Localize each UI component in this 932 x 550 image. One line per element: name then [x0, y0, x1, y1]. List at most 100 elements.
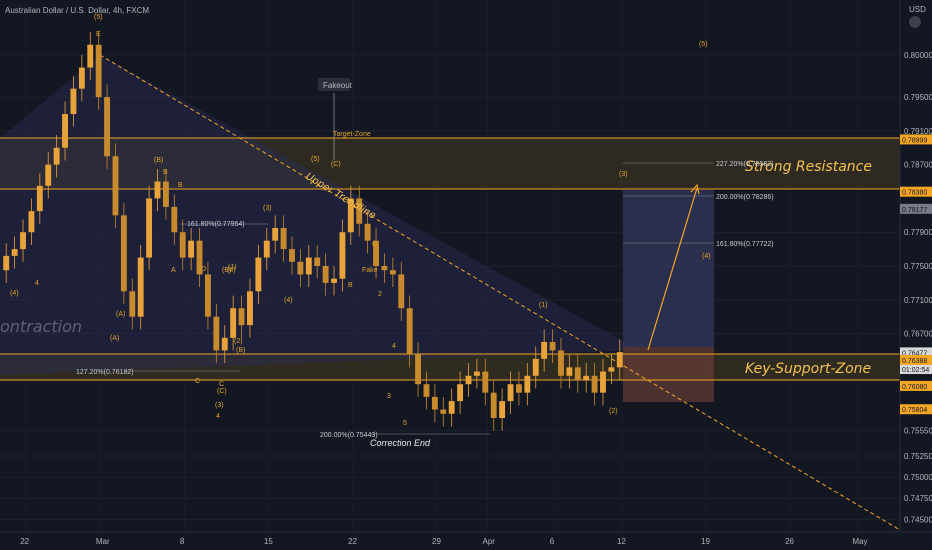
price-level-label: 01:02:54 — [902, 367, 929, 374]
wave-label: (2) — [609, 408, 618, 415]
price-level-label: 0.76388 — [902, 358, 927, 365]
price-tick-label: 0.78700 — [904, 161, 932, 170]
price-level-tag — [900, 134, 932, 145]
price-tick-label: 0.76700 — [904, 330, 932, 339]
price-tick-label: 0.75000 — [904, 473, 932, 482]
candle-body — [179, 232, 186, 258]
candle-body — [347, 198, 354, 233]
time-tick-label: 22 — [20, 537, 29, 546]
fib-label-200: 200.00%(0.78286) — [716, 194, 774, 201]
price-tick-label: 0.77500 — [904, 262, 932, 271]
wave-label: (5) — [94, 14, 103, 21]
symbol-title: Australian Dollar / U.S. Dollar, 4h, FXC… — [5, 6, 149, 15]
candle-body — [558, 350, 564, 376]
candle-body — [3, 255, 10, 271]
candle-body — [473, 371, 480, 376]
wave-label: A — [171, 267, 176, 274]
candle-body — [566, 367, 573, 376]
settings-icon[interactable] — [909, 16, 921, 28]
candle-body — [45, 164, 52, 186]
price-level-tag — [900, 380, 932, 391]
candle-body — [171, 206, 178, 233]
candle-body — [389, 270, 396, 275]
candle-body — [541, 342, 548, 359]
candle-body — [154, 181, 161, 199]
wave-label: (3) — [215, 402, 224, 409]
candle-body — [600, 371, 606, 393]
stop-box — [623, 347, 714, 402]
candle-body — [36, 185, 43, 212]
candle-body — [532, 358, 539, 376]
price-tick-label: 0.74500 — [904, 515, 932, 524]
candle-body — [574, 367, 581, 380]
time-tick-label: 19 — [701, 537, 710, 546]
wave-label: (4) — [702, 253, 711, 260]
time-tick-label: May — [852, 537, 867, 546]
price-level-label: 0.78380 — [902, 190, 927, 197]
wave-label: (B) — [154, 157, 163, 164]
price-axis: 0.80000 0.79500 0.79100 0.78700 0.77900 0.775… — [904, 51, 932, 524]
wave-label: D — [201, 266, 206, 273]
wave-label: (4) — [284, 297, 293, 304]
fakeout-box — [318, 78, 350, 91]
candle-body — [415, 354, 422, 385]
candle-body — [62, 114, 68, 148]
fib-label-127: 127.20%(0.76182) — [76, 369, 134, 376]
key-support-zone-label: Key-Support-Zone — [745, 361, 871, 377]
wave-label: A — [340, 247, 345, 254]
wave-label: (A) — [116, 311, 125, 318]
projection-arrowhead — [690, 183, 700, 195]
candle-body — [507, 384, 514, 402]
candle-body — [490, 392, 497, 418]
candle-body — [440, 409, 447, 414]
price-level-tag — [900, 354, 932, 365]
price-level-tag — [900, 364, 932, 375]
wave-label: C — [349, 227, 354, 234]
fake-label: Fake — [362, 267, 378, 274]
wave-label: (A) — [110, 335, 119, 342]
target-box — [623, 190, 714, 347]
wave-label: (5) — [699, 41, 708, 48]
fib-label-200-bottom: 200.00%(0.75443) — [320, 432, 378, 439]
correction-end-label: Correction End — [370, 438, 431, 448]
candle-body — [289, 249, 295, 262]
candle-body — [406, 308, 413, 355]
price-level-label: 0.78999 — [902, 137, 927, 144]
candle-body — [87, 44, 94, 68]
wave-label: (C) — [217, 388, 227, 395]
candle-body — [448, 401, 455, 414]
resistance-zone — [0, 138, 900, 189]
candle-body — [364, 223, 371, 241]
price-tick-label: 0.75250 — [904, 452, 932, 461]
support-zone — [0, 354, 900, 380]
price-level-labels: 0.78999 0.78380 0.78177 0.76477 01:02:54 0.76… — [900, 134, 932, 415]
candle-body — [280, 228, 287, 250]
candle-body — [305, 257, 312, 275]
wave-label: (B) — [222, 267, 231, 274]
candle-body — [398, 274, 405, 309]
wave-label: (4) — [227, 267, 236, 274]
time-tick-label: 12 — [617, 537, 626, 546]
price-tick-label: 0.74750 — [904, 494, 932, 503]
wave-label: C — [195, 378, 200, 385]
candle-body — [314, 257, 321, 266]
price-tick-label: 0.80000 — [904, 51, 932, 60]
candle-body — [356, 198, 363, 224]
price-level-label: 0.75804 — [902, 407, 927, 414]
candle-body — [591, 375, 598, 393]
wave-label: B — [348, 282, 353, 289]
candle-body — [120, 215, 127, 292]
fakeout-label: Fakeout — [323, 81, 353, 90]
wave-label: (B) — [236, 347, 245, 354]
candle-body — [112, 156, 119, 216]
candle-body — [263, 240, 270, 258]
candle-body — [129, 291, 136, 317]
price-level-tag — [900, 203, 932, 214]
price-tick-label: 0.79500 — [904, 93, 932, 102]
wave-label: 4 — [35, 280, 39, 287]
fib-label-161: 161.80%(0.77722) — [716, 241, 774, 248]
wave-label: 4 — [216, 413, 220, 420]
wave-label: 2 — [378, 291, 382, 298]
